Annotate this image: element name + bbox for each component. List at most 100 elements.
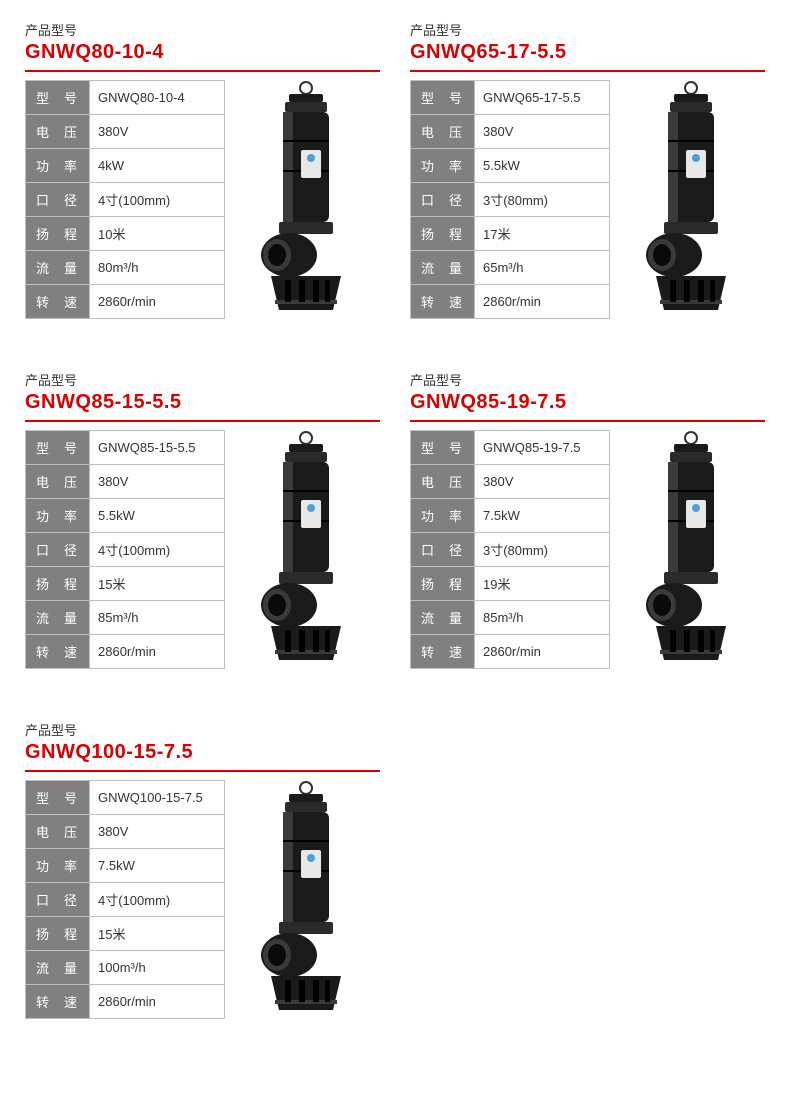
spec-value-voltage: 380V [90, 465, 225, 499]
spec-value-power: 7.5kW [90, 849, 225, 883]
spec-value-speed: 2860r/min [90, 285, 225, 319]
table-row: 功 率5.5kW [26, 499, 225, 533]
table-row: 扬 程15米 [26, 917, 225, 951]
spec-value-model: GNWQ65-17-5.5 [475, 81, 610, 115]
spec-label-diameter: 口 径 [26, 533, 90, 567]
spec-value-model: GNWQ80-10-4 [90, 81, 225, 115]
spec-label-speed: 转 速 [26, 985, 90, 1019]
spec-value-speed: 2860r/min [90, 985, 225, 1019]
spec-value-model: GNWQ100-15-7.5 [90, 781, 225, 815]
spec-label-speed: 转 速 [26, 635, 90, 669]
table-row: 流 量65m³/h [411, 251, 610, 285]
spec-label-voltage: 电 压 [26, 115, 90, 149]
product-model-name: GNWQ85-19-7.5 [410, 391, 765, 422]
spec-label-power: 功 率 [26, 499, 90, 533]
table-row: 功 率4kW [26, 149, 225, 183]
table-row: 电 压380V [26, 815, 225, 849]
spec-value-flow: 85m³/h [475, 601, 610, 635]
table-row: 型 号GNWQ85-15-5.5 [26, 431, 225, 465]
spec-value-diameter: 4寸(100mm) [90, 883, 225, 917]
spec-label-diameter: 口 径 [411, 183, 475, 217]
spec-label-diameter: 口 径 [26, 183, 90, 217]
table-row: 功 率7.5kW [26, 849, 225, 883]
spec-label-flow: 流 量 [411, 251, 475, 285]
product-model-name: GNWQ80-10-4 [25, 41, 380, 72]
spec-label-flow: 流 量 [26, 251, 90, 285]
spec-value-flow: 100m³/h [90, 951, 225, 985]
spec-label-model: 型 号 [411, 431, 475, 465]
spec-value-flow: 65m³/h [475, 251, 610, 285]
spec-label-power: 功 率 [411, 149, 475, 183]
table-row: 转 速2860r/min [411, 285, 610, 319]
spec-table: 型 号GNWQ85-19-7.5电 压380V功 率7.5kW口 径3寸(80m… [410, 430, 610, 669]
spec-value-diameter: 3寸(80mm) [475, 533, 610, 567]
spec-value-flow: 80m³/h [90, 251, 225, 285]
spec-label-voltage: 电 压 [411, 465, 475, 499]
spec-value-power: 4kW [90, 149, 225, 183]
table-row: 口 径4寸(100mm) [26, 183, 225, 217]
table-row: 型 号GNWQ85-19-7.5 [411, 431, 610, 465]
pump-icon [626, 430, 756, 670]
spec-value-model: GNWQ85-15-5.5 [90, 431, 225, 465]
table-row: 口 径3寸(80mm) [411, 533, 610, 567]
spec-table: 型 号GNWQ80-10-4电 压380V功 率4kW口 径4寸(100mm)扬… [25, 80, 225, 319]
spec-value-model: GNWQ85-19-7.5 [475, 431, 610, 465]
table-row: 口 径4寸(100mm) [26, 533, 225, 567]
table-row: 电 压380V [411, 115, 610, 149]
spec-value-speed: 2860r/min [90, 635, 225, 669]
table-row: 电 压380V [411, 465, 610, 499]
table-row: 功 率5.5kW [411, 149, 610, 183]
spec-label-power: 功 率 [26, 149, 90, 183]
spec-value-speed: 2860r/min [475, 285, 610, 319]
spec-value-diameter: 4寸(100mm) [90, 183, 225, 217]
spec-label-power: 功 率 [411, 499, 475, 533]
product-card-body: 型 号GNWQ80-10-4电 压380V功 率4kW口 径4寸(100mm)扬… [25, 80, 380, 320]
spec-label-speed: 转 速 [26, 285, 90, 319]
spec-label-voltage: 电 压 [26, 815, 90, 849]
spec-label-model: 型 号 [26, 431, 90, 465]
spec-label-voltage: 电 压 [411, 115, 475, 149]
table-row: 扬 程19米 [411, 567, 610, 601]
product-card: 产品型号 GNWQ85-15-5.5型 号GNWQ85-15-5.5电 压380V… [25, 370, 380, 670]
table-row: 扬 程15米 [26, 567, 225, 601]
spec-value-head: 10米 [90, 217, 225, 251]
spec-label-diameter: 口 径 [411, 533, 475, 567]
product-header-label: 产品型号 [25, 720, 380, 739]
spec-table: 型 号GNWQ100-15-7.5电 压380V功 率7.5kW口 径4寸(10… [25, 780, 225, 1019]
product-image [231, 430, 380, 670]
product-header-label: 产品型号 [25, 370, 380, 389]
table-row: 转 速2860r/min [411, 635, 610, 669]
spec-label-flow: 流 量 [26, 601, 90, 635]
table-row: 流 量85m³/h [26, 601, 225, 635]
table-row: 流 量85m³/h [411, 601, 610, 635]
spec-value-power: 5.5kW [90, 499, 225, 533]
pump-icon [241, 80, 371, 320]
spec-value-voltage: 380V [90, 815, 225, 849]
spec-label-power: 功 率 [26, 849, 90, 883]
spec-value-diameter: 3寸(80mm) [475, 183, 610, 217]
spec-value-head: 19米 [475, 567, 610, 601]
spec-label-head: 扬 程 [26, 217, 90, 251]
product-card: 产品型号GNWQ80-10-4型 号GNWQ80-10-4电 压380V功 率4… [25, 20, 380, 320]
spec-label-flow: 流 量 [411, 601, 475, 635]
spec-label-flow: 流 量 [26, 951, 90, 985]
table-row: 功 率7.5kW [411, 499, 610, 533]
spec-value-voltage: 380V [475, 115, 610, 149]
spec-value-head: 15米 [90, 567, 225, 601]
spec-table: 型 号GNWQ85-15-5.5电 压380V功 率5.5kW口 径4寸(100… [25, 430, 225, 669]
product-card-body: 型 号GNWQ65-17-5.5电 压380V功 率5.5kW口 径3寸(80m… [410, 80, 765, 320]
product-card-body: 型 号GNWQ100-15-7.5电 压380V功 率7.5kW口 径4寸(10… [25, 780, 380, 1020]
table-row: 流 量80m³/h [26, 251, 225, 285]
spec-label-head: 扬 程 [26, 917, 90, 951]
pump-icon [241, 780, 371, 1020]
product-header-label: 产品型号 [410, 20, 765, 39]
table-row: 型 号GNWQ80-10-4 [26, 81, 225, 115]
product-image [231, 780, 380, 1020]
spec-table: 型 号GNWQ65-17-5.5电 压380V功 率5.5kW口 径3寸(80m… [410, 80, 610, 319]
spec-value-power: 7.5kW [475, 499, 610, 533]
table-row: 型 号GNWQ100-15-7.5 [26, 781, 225, 815]
spec-value-diameter: 4寸(100mm) [90, 533, 225, 567]
table-row: 电 压380V [26, 115, 225, 149]
product-card-body: 型 号GNWQ85-15-5.5电 压380V功 率5.5kW口 径4寸(100… [25, 430, 380, 670]
spec-value-voltage: 380V [90, 115, 225, 149]
